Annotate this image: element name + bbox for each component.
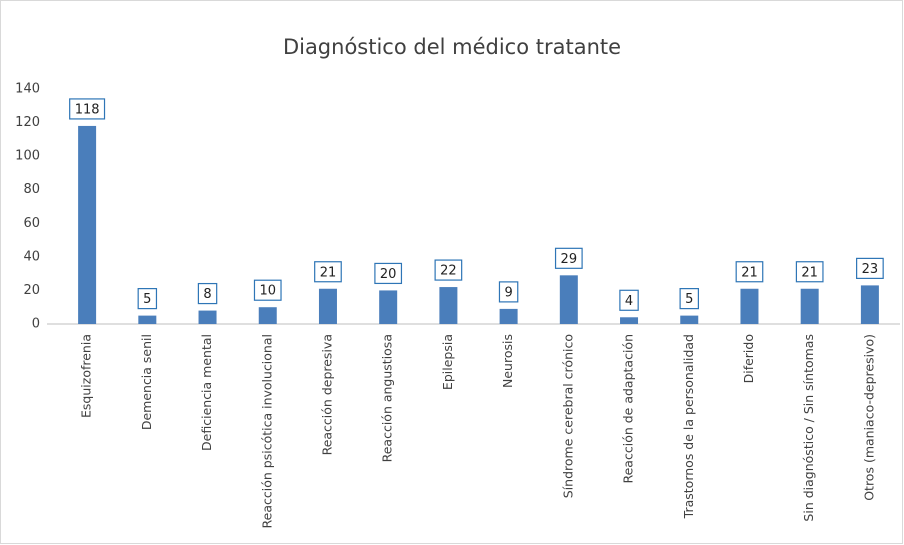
data-label: 22 <box>440 264 457 279</box>
bar <box>379 290 398 324</box>
x-tick-label: Demencia senil <box>139 334 154 430</box>
bar <box>800 288 819 324</box>
bar <box>78 125 97 324</box>
data-label-box <box>679 288 699 310</box>
data-label-box <box>253 279 282 301</box>
y-tick-label: 140 <box>15 82 40 97</box>
bar <box>318 288 337 324</box>
data-label: 118 <box>75 102 100 117</box>
data-label: 23 <box>862 262 879 277</box>
bar <box>138 315 157 324</box>
x-tick-label: Otros (maniaco-depresivo) <box>861 334 876 501</box>
bar <box>860 285 879 324</box>
chart-title: Diagnóstico del médico tratante <box>283 35 621 59</box>
bar <box>680 315 699 324</box>
data-label-box <box>69 98 106 120</box>
data-label-box <box>374 262 403 285</box>
y-tick-label: 100 <box>15 149 40 164</box>
x-tick-label: Sin diagnóstico / Sin síntomas <box>801 334 816 522</box>
data-label-box <box>498 281 519 303</box>
x-tick-label: Reacción angustiosa <box>380 334 395 462</box>
bar <box>559 275 578 324</box>
data-label: 5 <box>685 292 693 307</box>
bar <box>499 308 518 324</box>
data-label: 4 <box>625 294 633 309</box>
y-tick-label: 20 <box>23 283 40 298</box>
data-label-box <box>795 261 824 283</box>
data-label-box <box>619 289 639 311</box>
data-label-box <box>434 259 463 281</box>
data-label: 21 <box>320 265 337 280</box>
data-label: 21 <box>741 265 758 280</box>
x-tick-label: Síndrome cerebral crónico <box>560 334 575 498</box>
data-label: 20 <box>380 267 397 282</box>
data-label-box <box>137 288 158 310</box>
x-tick-label: Reacción de adaptación <box>621 334 636 484</box>
x-tick-label: Esquizofrenia <box>79 334 94 418</box>
y-tick-label: 80 <box>23 182 40 197</box>
y-tick-label: 60 <box>23 216 40 231</box>
data-label: 29 <box>561 252 578 267</box>
x-tick-label: Reacción depresiva <box>319 334 334 455</box>
bar <box>258 307 277 324</box>
data-label-box <box>735 261 764 283</box>
x-tick-label: Trastornos de la personalidad <box>681 334 696 519</box>
y-tick-label: 0 <box>32 317 40 332</box>
bar <box>439 287 458 324</box>
bar <box>620 317 639 324</box>
data-label: 8 <box>203 287 211 302</box>
data-label: 5 <box>143 292 151 307</box>
data-label: 9 <box>504 285 512 300</box>
data-label: 10 <box>259 284 276 299</box>
data-label-box <box>197 282 218 305</box>
x-tick-label: Reacción psicótica involucional <box>259 334 274 528</box>
x-tick-label: Neurosis <box>500 334 515 388</box>
data-label: 21 <box>801 265 818 280</box>
x-tick-label: Deficiencia mental <box>199 334 214 451</box>
data-label-box <box>314 261 342 283</box>
x-tick-label: Epilepsia <box>440 334 455 390</box>
x-tick-label: Diferido <box>741 334 756 383</box>
y-tick-label: 40 <box>23 249 40 264</box>
data-label-box <box>554 247 583 269</box>
bar <box>198 310 217 324</box>
y-tick-label: 120 <box>15 115 40 130</box>
bar <box>740 288 759 324</box>
data-label-box <box>856 257 884 279</box>
